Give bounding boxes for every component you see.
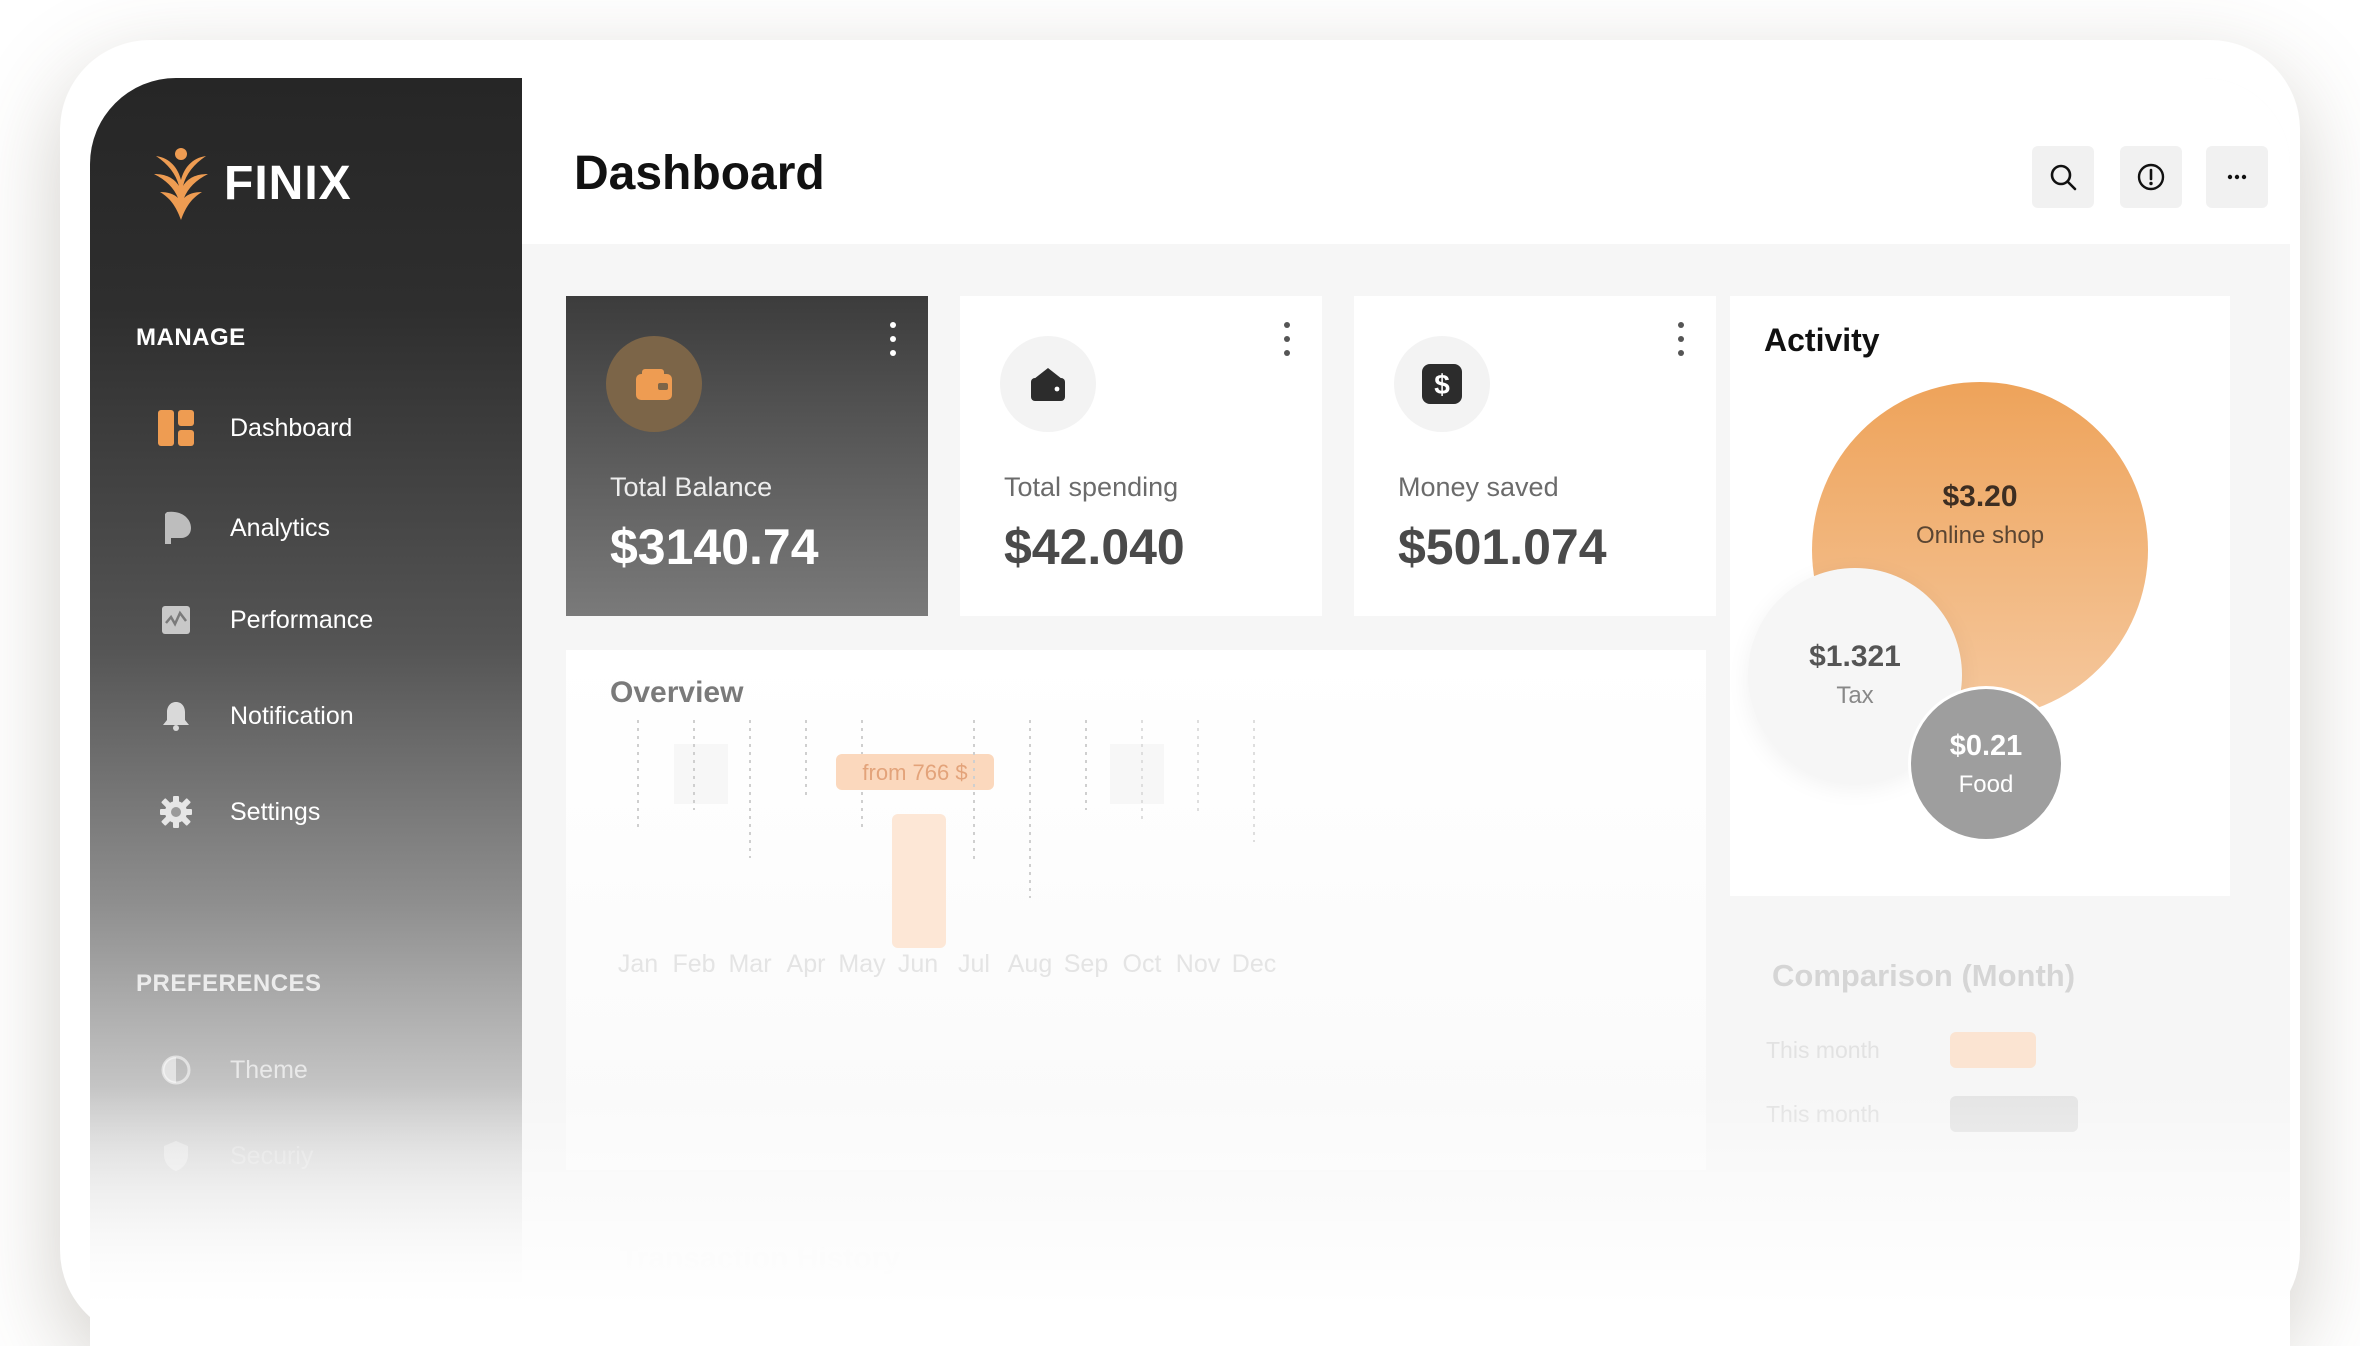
x-tick-label: May: [838, 950, 886, 978]
sidebar-item-label: Dashboard: [230, 413, 353, 442]
bubble-value: $0.21: [1949, 729, 2023, 762]
top-bar: Dashboard: [522, 78, 2290, 244]
sidebar-item-label: Settings: [230, 797, 321, 826]
sidebar-item-settings[interactable]: Settings: [156, 782, 320, 842]
comparison-row-label: This month: [1766, 1100, 1880, 1127]
x-tick-label: Nov: [1176, 950, 1221, 978]
bubble-label: Food: [1958, 770, 2014, 798]
sidebar: FINIX MANAGE Dashboard Analytics Perform…: [90, 78, 522, 1346]
card-menu-icon[interactable]: [1282, 322, 1292, 356]
background-bar: [674, 744, 728, 804]
card-label: Total spending: [1004, 472, 1179, 502]
phoenix-logo-icon: [154, 148, 208, 220]
x-tick-label: Aug: [1008, 950, 1052, 978]
x-tick-label: Jun: [898, 950, 938, 978]
activity-title: Activity: [1764, 322, 1880, 358]
sidebar-item-performance[interactable]: Performance: [156, 590, 373, 650]
sidebar-item-security[interactable]: Securiy: [156, 1126, 313, 1186]
background-bar: [1110, 744, 1164, 804]
svg-text:$: $: [1434, 369, 1450, 400]
performance-chart-icon: [156, 600, 196, 640]
brand-name: FINIX: [224, 156, 352, 210]
sidebar-item-label: Analytics: [230, 513, 331, 542]
total-spending-card[interactable]: Total spending $42.040: [960, 296, 1322, 616]
card-menu-icon[interactable]: [888, 322, 898, 356]
search-icon: [2050, 164, 2077, 191]
x-tick-label: Apr: [787, 950, 826, 978]
brand-logo[interactable]: FINIX: [148, 144, 352, 222]
sidebar-item-analytics[interactable]: Analytics: [156, 498, 330, 558]
preferences-section-label: PREFERENCES: [136, 970, 322, 997]
sidebar-item-label: Performance: [230, 605, 374, 634]
info-button[interactable]: [2120, 146, 2182, 208]
comparison-bar: [1950, 1032, 2036, 1068]
bubble-label: Online shop: [1915, 522, 2045, 549]
money-saved-card[interactable]: $ Money saved $501.074: [1354, 296, 1716, 616]
card-label: Total Balance: [610, 472, 773, 502]
activity-panel: Activity $3.20 Online shop $1.321 Tax $0…: [1730, 296, 2230, 896]
comparison-row: This month: [1766, 1032, 2036, 1068]
page-title: Dashboard: [574, 147, 825, 200]
half-circle-icon: [156, 1050, 196, 1090]
sidebar-item-label: Securiy: [230, 1141, 314, 1170]
more-icon: [2227, 174, 2247, 180]
app-window: FINIX MANAGE Dashboard Analytics Perform…: [90, 78, 2290, 1346]
manage-section-label: MANAGE: [136, 324, 246, 351]
sidebar-item-dashboard[interactable]: Dashboard: [156, 398, 352, 458]
x-tick-label: Sep: [1064, 950, 1108, 978]
comparison-row-label: This month: [1766, 1036, 1880, 1063]
activity-bubble-food[interactable]: $0.21 Food: [1908, 686, 2064, 842]
sidebar-item-label: Theme: [230, 1055, 308, 1084]
comparison-bar: [1950, 1096, 2078, 1132]
sidebar-item-theme[interactable]: Theme: [156, 1040, 308, 1100]
dollar-icon: $: [1394, 336, 1490, 432]
highlight-bar[interactable]: [892, 814, 946, 948]
bubble-value: $3.20: [1942, 480, 2018, 513]
gear-icon: [156, 792, 196, 832]
tooltip-text: from 766 $: [862, 760, 967, 785]
search-button[interactable]: [2032, 146, 2094, 208]
wallet-open-icon: [1000, 336, 1096, 432]
x-tick-label: Mar: [728, 950, 771, 978]
dashboard-grid-icon: [156, 408, 196, 448]
sidebar-item-label: Notification: [230, 701, 354, 730]
x-tick-label: Jul: [958, 950, 990, 978]
shield-icon: [156, 1136, 196, 1176]
x-tick-label: Feb: [672, 950, 715, 978]
comparison-title: Comparison (Month): [1772, 958, 2076, 993]
pie-chart-icon: [156, 508, 196, 548]
overview-panel: Overview Jan Feb Mar Apr May from 766 $ Jun Jul…: [566, 650, 1706, 1170]
comparison-row: This month: [1766, 1096, 2078, 1132]
card-label: Money saved: [1398, 472, 1559, 502]
total-balance-card[interactable]: Total Balance $3140.74: [566, 296, 928, 616]
bubble-value: $1.321: [1809, 640, 1901, 673]
more-button[interactable]: [2206, 146, 2268, 208]
card-value: $501.074: [1398, 519, 1607, 575]
card-value: $3140.74: [610, 519, 819, 575]
card-menu-icon[interactable]: [1676, 322, 1686, 356]
card-value: $42.040: [1004, 519, 1185, 575]
x-tick-label: Jan: [618, 950, 658, 978]
bell-icon: [156, 696, 196, 736]
sidebar-item-notification[interactable]: Notification: [156, 686, 354, 746]
comparison-panel: Comparison (Month) This month This month: [1730, 938, 2230, 1258]
overview-chart: Jan Feb Mar Apr May from 766 $ Jun Jul Aug Sep Oct…: [618, 720, 1276, 978]
x-tick-label: Dec: [1232, 950, 1276, 978]
overview-title: Overview: [610, 676, 744, 709]
x-tick-label: Oct: [1123, 950, 1162, 978]
transaction-history-title: Transaction History: [620, 1242, 901, 1275]
bubble-label: Tax: [1836, 682, 1874, 709]
info-icon: [2137, 163, 2165, 191]
tooltip: [836, 754, 994, 790]
wallet-icon: [606, 336, 702, 432]
